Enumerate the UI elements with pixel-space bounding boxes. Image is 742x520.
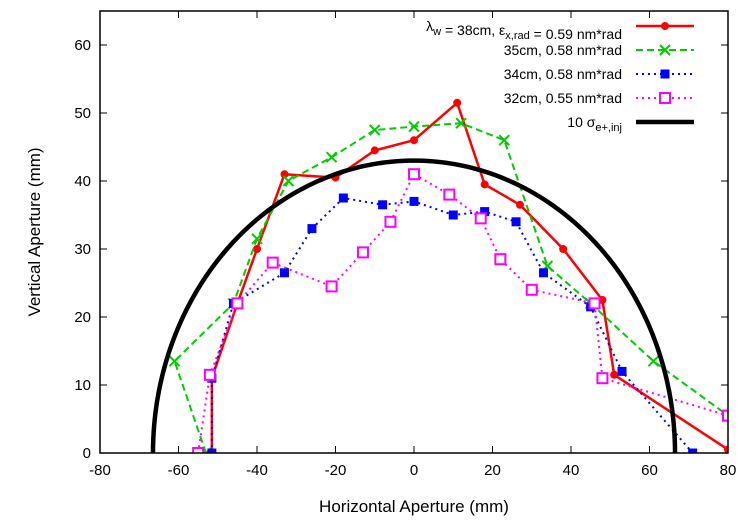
plot-frame [99, 10, 729, 454]
y-tick-label-0: 0 [83, 445, 91, 462]
point-lambda-34cm-10 [511, 217, 521, 227]
point-lambda-32cm-12 [588, 297, 601, 310]
legend-label-lambda-35cm: 35cm, 0.58 nm*rad [504, 42, 622, 58]
point-lambda-35cm-7 [408, 120, 420, 133]
series-line-ten-sigma-injection [150, 158, 678, 453]
legend-entry-ten-sigma-injection: 10 σe+,inj [567, 114, 694, 134]
point-lambda-32cm-4 [325, 280, 338, 293]
x-axis-label: Horizontal Aperture (mm) [319, 497, 509, 516]
point-lambda-34cm-8 [448, 210, 458, 220]
legend-marker-lambda-34cm [660, 69, 670, 79]
legend-label-lambda-34cm: 34cm, 0.58 nm*rad [504, 66, 622, 82]
point-lambda-34cm-5 [338, 193, 348, 203]
point-lambda-38cm-6 [370, 146, 379, 155]
y-tick-label-1: 10 [74, 377, 91, 394]
point-lambda-38cm-14 [724, 445, 728, 453]
x-tick-label-5: 20 [484, 462, 501, 479]
point-lambda-32cm-14 [722, 409, 728, 422]
legend-entry-lambda-32cm: 32cm, 0.55 nm*rad [504, 90, 694, 106]
point-lambda-34cm-3 [279, 268, 289, 278]
x-tick-label-0: -80 [89, 462, 111, 479]
point-lambda-34cm-14 [688, 448, 698, 453]
point-lambda-38cm-8 [453, 98, 462, 107]
y-tick-label-6: 60 [74, 37, 91, 54]
tick-labels: -80 -60 -40 -20 0 20 40 60 80 0 10 20 30 40 50 60 [74, 37, 736, 479]
x-tick-label-6: 40 [563, 462, 580, 479]
point-lambda-38cm-9 [480, 180, 489, 189]
point-lambda-32cm-0 [192, 447, 205, 453]
x-tick-label-4: 0 [410, 462, 418, 479]
point-lambda-32cm-8 [443, 188, 456, 201]
point-lambda-35cm-9 [498, 134, 510, 146]
point-lambda-32cm-10 [494, 253, 507, 266]
series-ten-sigma-injection [150, 158, 678, 453]
point-lambda-32cm-5 [356, 246, 369, 259]
point-lambda-38cm-10 [515, 200, 524, 209]
point-lambda-32cm-3 [266, 256, 279, 269]
legend-marker-lambda-35cm [659, 44, 671, 56]
series-line-lambda-32cm [197, 173, 728, 453]
legend-entry-lambda-34cm: 34cm, 0.58 nm*rad [504, 66, 694, 82]
point-lambda-38cm-3 [253, 245, 261, 253]
point-lambda-32cm-1 [203, 368, 216, 381]
point-lambda-38cm-7 [410, 136, 418, 145]
point-lambda-35cm-5 [325, 151, 338, 163]
point-lambda-34cm-4 [307, 224, 317, 234]
point-lambda-32cm-2 [231, 297, 244, 310]
point-lambda-34cm-11 [539, 268, 549, 278]
legend-marker-lambda-38cm [661, 22, 669, 30]
point-lambda-34cm-13 [617, 366, 627, 376]
point-lambda-32cm-11 [525, 283, 538, 296]
point-lambda-34cm-6 [378, 200, 388, 210]
point-lambda-32cm-13 [596, 372, 609, 385]
x-tick-label-7: 60 [641, 462, 658, 479]
point-lambda-35cm-3 [251, 233, 263, 245]
point-lambda-38cm-13 [610, 370, 619, 379]
series-line-lambda-35cm [173, 122, 728, 453]
point-lambda-35cm-4 [282, 175, 295, 187]
y-tick-label-3: 30 [74, 241, 91, 258]
point-lambda-35cm-8 [455, 117, 467, 129]
point-lambda-32cm-7 [408, 168, 420, 181]
y-tick-label-4: 40 [74, 173, 91, 190]
y-axis-label: Vertical Aperture (mm) [25, 147, 44, 316]
x-tick-label-1: -60 [168, 462, 190, 479]
series-lambda-32cm [192, 168, 728, 453]
point-lambda-34cm-7 [409, 196, 419, 206]
y-tick-label-5: 50 [74, 105, 91, 122]
x-tick-label-8: 80 [720, 462, 737, 479]
x-tick-label-2: -40 [246, 462, 268, 479]
legend-entry-lambda-35cm: 35cm, 0.58 nm*rad [504, 42, 694, 58]
point-lambda-35cm-12 [647, 355, 660, 367]
legend-label-lambda-32cm: 32cm, 0.55 nm*rad [504, 90, 622, 106]
point-lambda-34cm-0 [207, 448, 217, 453]
point-lambda-35cm-6 [369, 124, 381, 136]
y-tick-label-2: 20 [74, 309, 91, 326]
point-lambda-32cm-9 [474, 212, 487, 225]
series-layer [150, 98, 728, 453]
point-lambda-32cm-6 [384, 215, 397, 228]
x-tick-label-3: -20 [325, 462, 347, 479]
point-lambda-35cm-1 [168, 355, 181, 367]
point-lambda-38cm-11 [559, 245, 568, 253]
legend-marker-lambda-32cm [659, 92, 671, 104]
